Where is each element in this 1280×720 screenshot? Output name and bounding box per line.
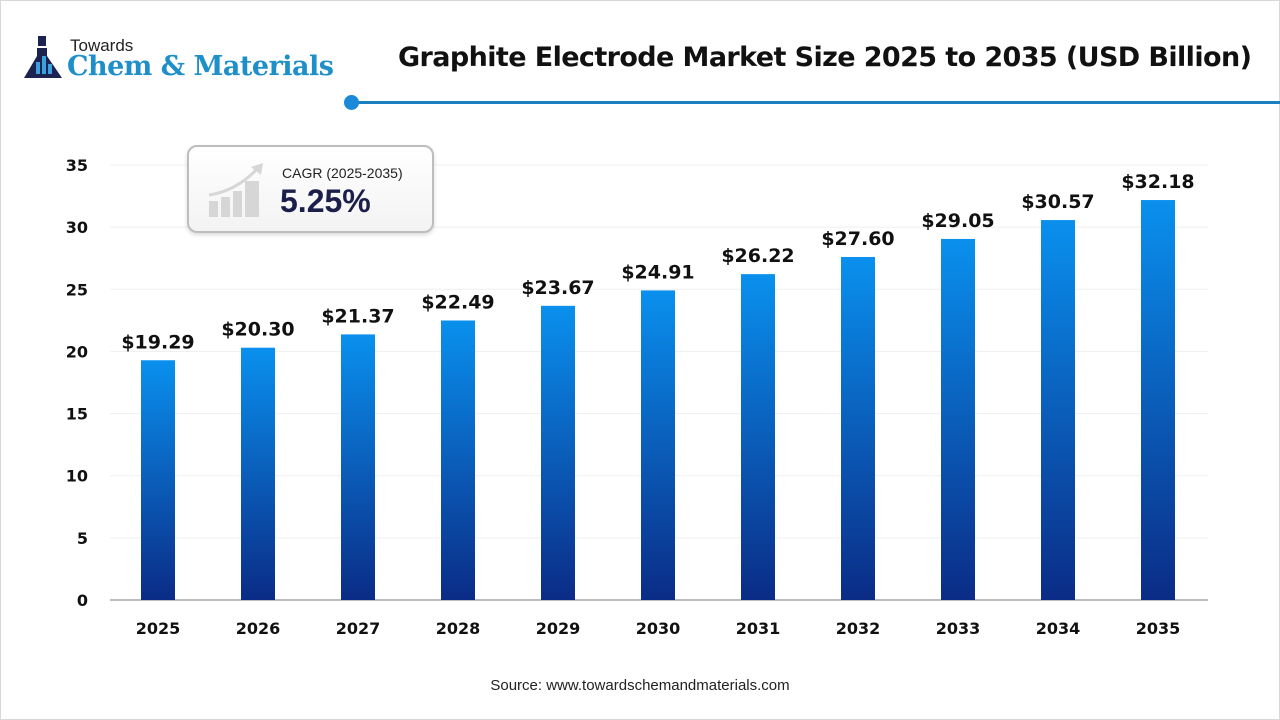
data-label: $27.60	[821, 228, 894, 250]
x-tick-label: 2029	[536, 619, 581, 638]
y-tick-label: 10	[66, 467, 88, 486]
bar-2033	[941, 238, 975, 600]
data-label: $22.49	[421, 291, 494, 313]
data-label: $20.30	[221, 319, 294, 341]
x-tick-label: 2026	[236, 619, 281, 638]
y-tick-label: 25	[66, 280, 88, 299]
data-label: $32.18	[1121, 171, 1194, 193]
data-label: $29.05	[921, 210, 994, 232]
bar-2027	[341, 334, 375, 600]
x-tick-label: 2025	[136, 619, 181, 638]
bar-2031	[741, 274, 775, 600]
logo-text-top: Towards	[70, 36, 134, 55]
growth-chart-icon	[208, 163, 263, 217]
y-tick-label: 20	[66, 342, 88, 361]
cagr-label: CAGR (2025-2035)	[282, 165, 403, 181]
y-tick-label: 30	[66, 218, 88, 237]
bar-2030	[641, 290, 675, 600]
data-label: $21.37	[321, 305, 394, 327]
data-label: $30.57	[1021, 191, 1094, 213]
title-underline	[352, 101, 1280, 104]
flask-icon	[24, 36, 62, 78]
x-tick-label: 2031	[736, 619, 781, 638]
bar-2025	[141, 360, 175, 600]
x-tick-label: 2034	[1036, 619, 1081, 638]
y-tick-label: 15	[66, 405, 88, 424]
data-label: $23.67	[521, 277, 594, 299]
bar-2028	[441, 320, 475, 600]
bar-2026	[241, 347, 275, 600]
x-tick-label: 2027	[336, 619, 381, 638]
logo-text-main: Chem & Materials	[67, 51, 334, 82]
cagr-box: CAGR (2025-2035) 5.25%	[187, 145, 434, 233]
data-label: $19.29	[121, 331, 194, 353]
source-note: Source: www.towardschemandmaterials.com	[490, 677, 790, 694]
x-tick-label: 2028	[436, 619, 481, 638]
data-label: $26.22	[721, 245, 794, 267]
cagr-value: 5.25%	[280, 183, 371, 219]
bar-2035	[1141, 200, 1175, 600]
bar-2032	[841, 256, 875, 600]
y-tick-label: 0	[77, 591, 88, 610]
title-underline-dot	[344, 95, 359, 110]
logo: Towards Chem & Materials	[22, 34, 342, 84]
bar-2034	[1041, 220, 1075, 600]
y-tick-label: 35	[66, 156, 88, 175]
x-tick-label: 2035	[1136, 619, 1181, 638]
x-tick-label: 2033	[936, 619, 981, 638]
x-tick-label: 2032	[836, 619, 881, 638]
y-tick-label: 5	[77, 529, 88, 548]
data-label: $24.91	[621, 261, 694, 283]
bar-2029	[541, 305, 575, 600]
x-tick-label: 2030	[636, 619, 681, 638]
chart-title: Graphite Electrode Market Size 2025 to 2…	[398, 42, 1252, 73]
